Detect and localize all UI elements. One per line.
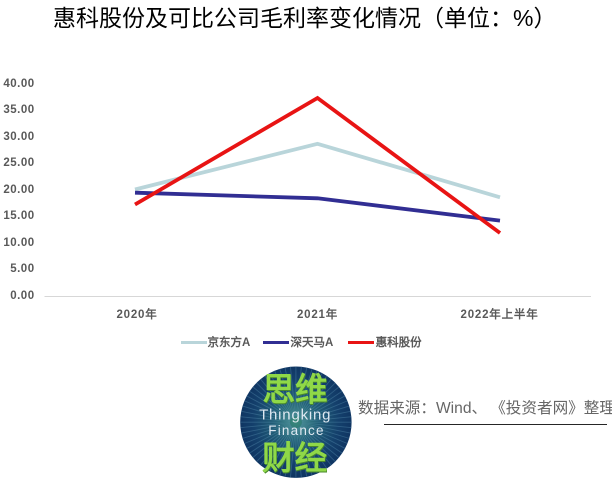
svg-text:Thingking: Thingking [259, 407, 331, 424]
svg-text:Finance: Finance [268, 423, 324, 438]
svg-text:思维: 思维 [263, 373, 328, 409]
svg-text:财经: 财经 [262, 440, 328, 476]
svg-text:思维: 思维 [262, 372, 327, 408]
svg-text:财经: 财经 [263, 441, 329, 477]
